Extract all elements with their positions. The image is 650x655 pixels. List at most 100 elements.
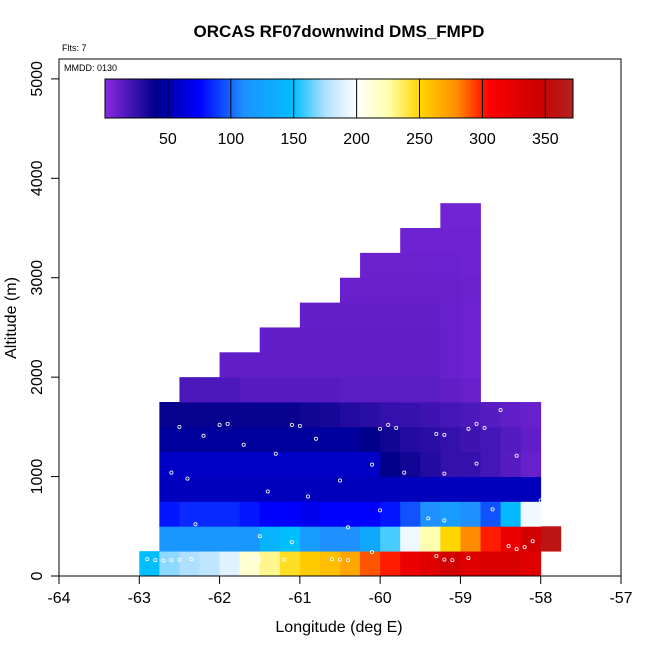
heatmap-cell [279,551,301,577]
heatmap-cell [380,377,401,403]
colorbar-tick-label: 200 [343,131,370,148]
heatmap-cell [380,451,401,477]
heatmap-cell [500,501,522,527]
sample-point [289,422,294,427]
heatmap-cell [380,352,401,378]
heatmap-cell [239,501,261,527]
sample-point [257,534,262,539]
sample-point [530,539,535,544]
sample-point [506,267,511,272]
heatmap-cell [380,426,401,453]
heatmap-cell [460,551,481,577]
y-tick-label: 5000 [29,61,46,97]
heatmap-cell [460,352,481,378]
sample-point [329,557,334,562]
colorbar-tick-label: 50 [159,131,177,148]
sample-point [434,431,439,436]
heatmap-cell [299,426,321,453]
heatmap-cell [400,402,421,428]
heatmap-cell [239,551,261,577]
heatmap-cell [460,203,481,229]
heatmap-cell [340,327,361,353]
sample-point [289,540,294,545]
heatmap-cell [259,501,281,527]
heatmap-cell [219,551,241,577]
colorbar-tick-label: 300 [469,131,496,148]
heatmap-cell [420,402,441,428]
heatmap-cell [259,402,281,428]
heatmap-cell [299,551,321,577]
heatmap-cell [159,426,180,453]
heatmap-cell [319,402,341,428]
heatmap-cell [299,327,321,353]
heatmap-cell [360,501,381,527]
sample-point [281,557,286,562]
heatmap-cell [299,377,321,403]
sample-point [474,461,479,466]
heatmap-cell [420,302,441,328]
heatmap-cell [199,426,220,453]
sample-point [514,547,519,552]
sample-point [161,558,166,563]
sample-point [538,498,543,503]
heatmap-cell [440,302,461,328]
heatmap-cell [319,476,341,502]
sample-point [466,426,471,431]
heatmap-cell [540,526,562,552]
heatmap-cell [259,451,281,477]
heatmap-cell [319,327,341,353]
heatmap-cell [500,451,522,477]
sample-point [169,470,174,475]
heatmap-cell [340,551,361,577]
sample-point [346,558,351,563]
heatmap-cell [219,526,241,552]
heatmap-cell [199,526,220,552]
sample-point [482,425,487,430]
sample-point [514,453,519,458]
sample-point [434,554,439,559]
heatmap-cell [380,551,401,577]
heatmap-cell [460,402,481,428]
sample-point [153,558,158,563]
x-axis: -64 -63 -62 -61 -60 -59 -58 -57 [47,576,633,607]
heatmap-cell [259,327,281,353]
heatmap-cell [440,327,461,353]
sample-point [257,557,262,562]
heatmap-cell [279,402,301,428]
heatmap-cell [460,302,481,328]
heatmap-cell [420,377,441,403]
heatmap-cell [239,352,261,378]
heatmap-cell [199,402,220,428]
x-tick-label: -61 [288,590,311,607]
heatmap-cell [480,501,501,527]
colorbar-tick-label: 150 [280,131,307,148]
sample-point [169,379,174,384]
heatmap-cell [239,402,261,428]
heatmap-cell [480,402,501,428]
heatmap-cell [420,426,441,453]
heatmap-cell [520,551,542,577]
heatmap-cell [319,526,341,552]
heatmap-cell [440,402,461,428]
heatmap-cell [400,277,421,303]
heatmap-cell [400,352,421,378]
heatmap-cell [279,526,301,552]
sample-point [273,451,278,456]
heatmap-cell [219,451,241,477]
sample-point [241,442,246,447]
heatmap-cell [159,551,180,577]
y-tick-label: 1000 [29,459,46,495]
chart-title: ORCAS RF07downwind DMS_FMPD [194,22,485,41]
heatmap-cell [259,476,281,502]
flights-note: Flts: 7 [62,43,87,53]
heatmap-cell [299,352,321,378]
heatmap-cell [460,228,481,254]
heatmap-cell [460,252,481,279]
sample-point [337,478,342,483]
heatmap-cell [460,526,481,552]
heatmap-cell [340,501,361,527]
y-tick-label: 3000 [29,260,46,296]
sample-point [506,544,511,549]
sample-point [514,314,519,319]
sample-point [370,462,375,467]
